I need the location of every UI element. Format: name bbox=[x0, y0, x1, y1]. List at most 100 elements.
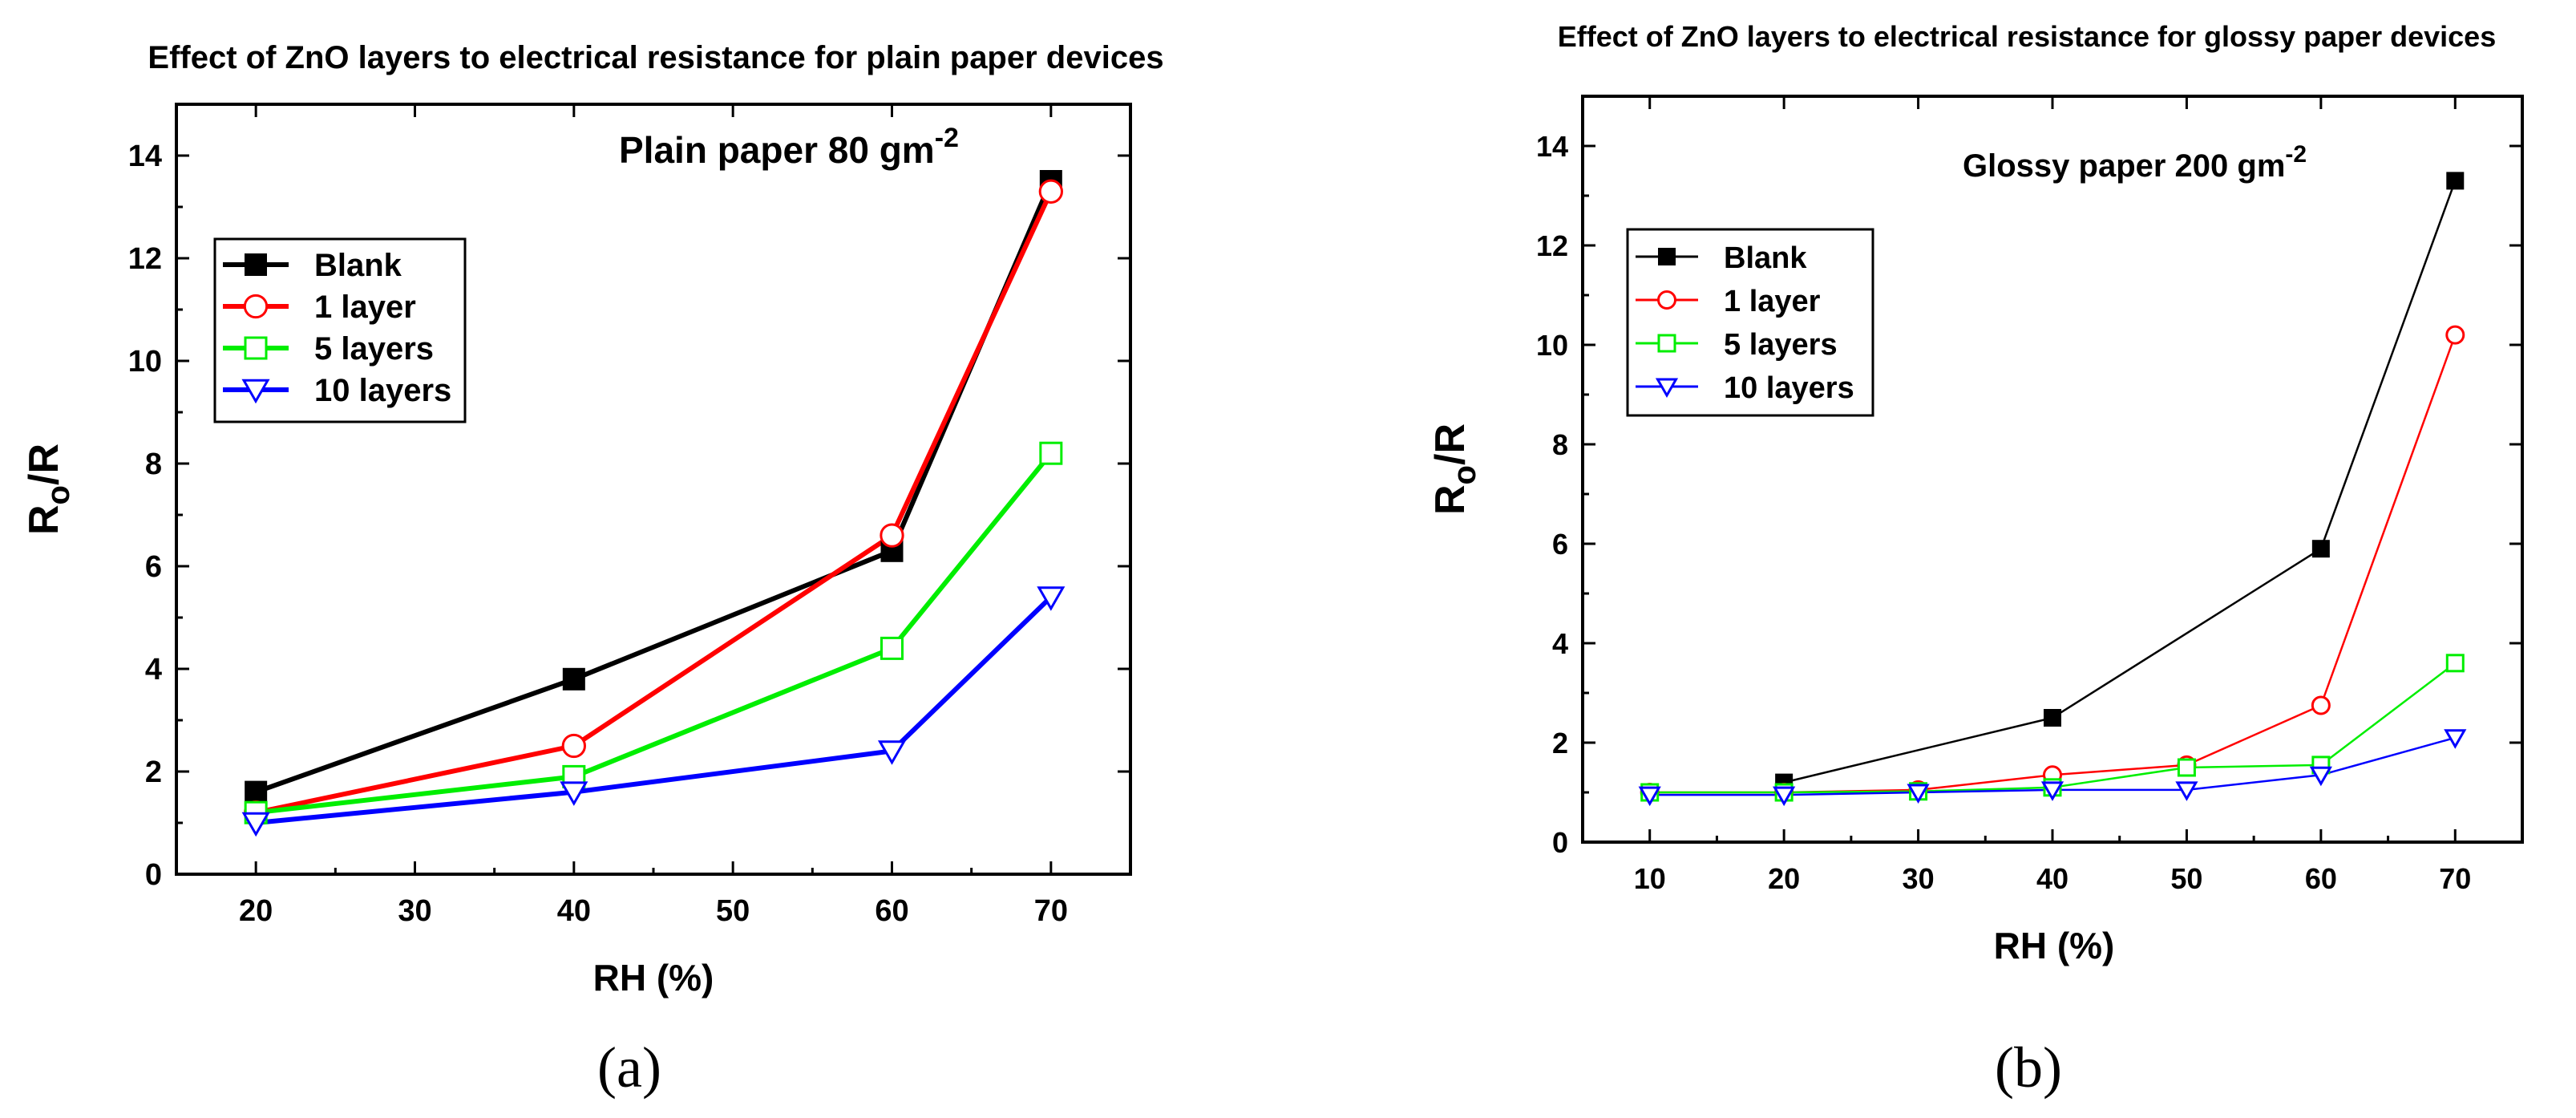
chart-b-y-tick-label-10: 10 bbox=[1536, 329, 1568, 362]
chart-b-series-line-blank bbox=[1783, 180, 2457, 784]
chart-a-y-axis-label-main: R bbox=[21, 504, 67, 535]
chart-b-x-tick-label-40: 40 bbox=[2036, 862, 2068, 895]
chart-b-x-tick-label-20: 20 bbox=[1768, 862, 1800, 895]
chart-b-legend: Blank 1 layer 5 layers 10 layers bbox=[1626, 228, 1874, 417]
chart-a-x-tick-label-30: 30 bbox=[398, 894, 431, 928]
chart-b-point-10-layers-40 bbox=[2040, 781, 2064, 801]
chart-panel-a: Effect of ZnO layers to electrical resis… bbox=[21, 40, 1164, 1100]
chart-b-x-tick-label-60: 60 bbox=[2305, 862, 2337, 895]
chart-a-point-5-layers-70 bbox=[1039, 441, 1063, 465]
chart-a-x-axis-label: RH (%) bbox=[593, 957, 714, 999]
chart-b-x-tick-label-30: 30 bbox=[1903, 862, 1935, 895]
chart-a-point-10-layers-60 bbox=[877, 740, 907, 765]
chart-a-plot-frame bbox=[175, 103, 1132, 876]
chart-a-y-ticks: 0 2 4 6 8 10 12 14 bbox=[128, 140, 1130, 892]
chart-b-point-blank-40 bbox=[2044, 709, 2061, 727]
chart-a-annotation: Plain paper 80 gm-2 bbox=[619, 123, 959, 171]
chart-a-y-tick-label-12: 12 bbox=[128, 242, 162, 276]
chart-a-series-line-1-layer bbox=[255, 190, 1053, 816]
chart-a-legend: Blank 1 layer 5 layers 10 layers bbox=[213, 237, 467, 423]
chart-a-point-1-layer-40 bbox=[561, 733, 586, 759]
chart-b-y-tick-label-12: 12 bbox=[1536, 229, 1568, 262]
chart-a-y-tick-label-8: 8 bbox=[145, 448, 162, 481]
chart-b-plot-frame bbox=[1581, 95, 2524, 844]
chart-a-y-axis-label-subscript: o bbox=[41, 485, 76, 504]
chart-b-panel-label: (b) bbox=[1995, 1035, 2062, 1100]
chart-b-title: Effect of ZnO layers to electrical resis… bbox=[1558, 20, 2496, 53]
chart-b-y-tick-label-6: 6 bbox=[1552, 528, 1568, 561]
chart-a-title: Effect of ZnO layers to electrical resis… bbox=[148, 40, 1163, 75]
chart-a-y-tick-label-4: 4 bbox=[145, 653, 162, 687]
chart-a-legend-marker-10-layers bbox=[241, 379, 270, 404]
chart-b-y-axis-label-rest: /R bbox=[1427, 423, 1474, 465]
chart-b-legend-marker-blank bbox=[1658, 248, 1676, 265]
chart-a-y-tick-label-6: 6 bbox=[145, 550, 162, 584]
chart-b-point-blank-60 bbox=[2311, 540, 2330, 558]
chart-a-x-tick-label-70: 70 bbox=[1034, 894, 1068, 928]
chart-b-legend-label-5-layers: 5 layers bbox=[1724, 328, 1838, 362]
chart-b-point-10-layers-30 bbox=[1907, 784, 1930, 804]
chart-b-legend-marker-5-layers bbox=[1657, 334, 1676, 353]
chart-a-y-tick-label-0: 0 bbox=[145, 858, 162, 892]
chart-a-legend-marker-5-layers bbox=[244, 336, 268, 360]
chart-b-point-5-layers-70 bbox=[2445, 654, 2465, 673]
chart-a-y-tick-label-10: 10 bbox=[128, 345, 162, 379]
chart-b-y-tick-label-14: 14 bbox=[1536, 130, 1568, 163]
chart-b-x-tick-label-50: 50 bbox=[2170, 862, 2202, 895]
chart-b-y-axis-label-subscript: o bbox=[1447, 465, 1482, 484]
chart-b-point-1-layer-60 bbox=[2311, 695, 2331, 715]
chart-b-legend-marker-10-layers bbox=[1655, 378, 1679, 399]
chart-b-y-tick-label-8: 8 bbox=[1552, 428, 1568, 461]
chart-b-point-10-layers-60 bbox=[2309, 766, 2332, 787]
chart-a-point-1-layer-70 bbox=[1038, 179, 1063, 204]
chart-a-x-ticks: 20 30 40 50 60 70 bbox=[239, 104, 1068, 928]
chart-a-point-10-layers-70 bbox=[1037, 586, 1066, 611]
chart-b-x-axis-label: RH (%) bbox=[1994, 925, 2115, 966]
chart-a-point-blank-20 bbox=[245, 780, 268, 804]
chart-b-point-10-layers-50 bbox=[2175, 781, 2198, 801]
chart-a-annotation-superscript: -2 bbox=[935, 123, 959, 153]
chart-a-series-line-5-layers bbox=[255, 452, 1053, 816]
chart-a-point-1-layer-60 bbox=[880, 523, 904, 548]
chart-a-point-5-layers-60 bbox=[880, 636, 904, 660]
chart-b-annotation: Glossy paper 200 gm-2 bbox=[1963, 141, 2307, 184]
chart-b-y-ticks: 0 2 4 6 8 10 12 14 bbox=[1536, 130, 2522, 859]
chart-a-y-axis-label: Ro/R bbox=[21, 444, 76, 535]
chart-b-legend-label-blank: Blank bbox=[1724, 241, 1807, 275]
chart-a-legend-label-1-layer: 1 layer bbox=[314, 290, 416, 325]
chart-a-legend-label-5-layers: 5 layers bbox=[314, 331, 434, 367]
chart-b-y-tick-label-0: 0 bbox=[1552, 826, 1568, 859]
chart-a-point-10-layers-40 bbox=[560, 781, 588, 806]
chart-a-x-tick-label-50: 50 bbox=[716, 894, 750, 928]
chart-a-series bbox=[241, 170, 1066, 837]
chart-b-point-10-layers-70 bbox=[2444, 729, 2467, 749]
chart-a-y-tick-label-2: 2 bbox=[145, 755, 162, 789]
chart-b-point-blank-70 bbox=[2446, 172, 2465, 190]
chart-b-annotation-superscript: -2 bbox=[2285, 141, 2307, 168]
chart-a-x-tick-label-20: 20 bbox=[239, 894, 273, 928]
chart-b-y-axis-label: Ro/R bbox=[1427, 423, 1482, 515]
chart-b-point-1-layer-70 bbox=[2445, 325, 2465, 345]
chart-b-point-10-layers-20 bbox=[1773, 786, 1796, 807]
chart-b-y-tick-label-2: 2 bbox=[1552, 727, 1568, 760]
chart-a-legend-marker-blank bbox=[245, 253, 267, 276]
chart-a-point-blank-40 bbox=[562, 667, 585, 691]
chart-b-legend-label-10-layers: 10 layers bbox=[1724, 371, 1854, 405]
chart-a-legend-label-blank: Blank bbox=[314, 248, 402, 283]
chart-b-annotation-text: Glossy paper 200 gm bbox=[1963, 148, 2285, 184]
chart-b-x-tick-label-70: 70 bbox=[2439, 862, 2471, 895]
chart-b-legend-marker-1-layer bbox=[1657, 290, 1676, 310]
chart-panel-b: Effect of ZnO layers to electrical resis… bbox=[1427, 20, 2524, 1100]
chart-a-annotation-text: Plain paper 80 gm bbox=[619, 129, 935, 171]
chart-b-point-5-layers-50 bbox=[2177, 758, 2196, 777]
chart-a-x-tick-label-40: 40 bbox=[557, 894, 591, 928]
chart-b-y-tick-label-4: 4 bbox=[1552, 627, 1568, 660]
chart-a-legend-label-10-layers: 10 layers bbox=[314, 373, 451, 408]
chart-a-point-10-layers-20 bbox=[241, 812, 270, 837]
chart-a-y-tick-label-14: 14 bbox=[128, 140, 162, 173]
chart-a-series-line-10-layers bbox=[255, 595, 1053, 825]
chart-b-point-10-layers-10 bbox=[1638, 786, 1661, 807]
chart-b-x-tick-label-10: 10 bbox=[1634, 862, 1666, 895]
chart-b-legend-label-1-layer: 1 layer bbox=[1724, 285, 1821, 318]
